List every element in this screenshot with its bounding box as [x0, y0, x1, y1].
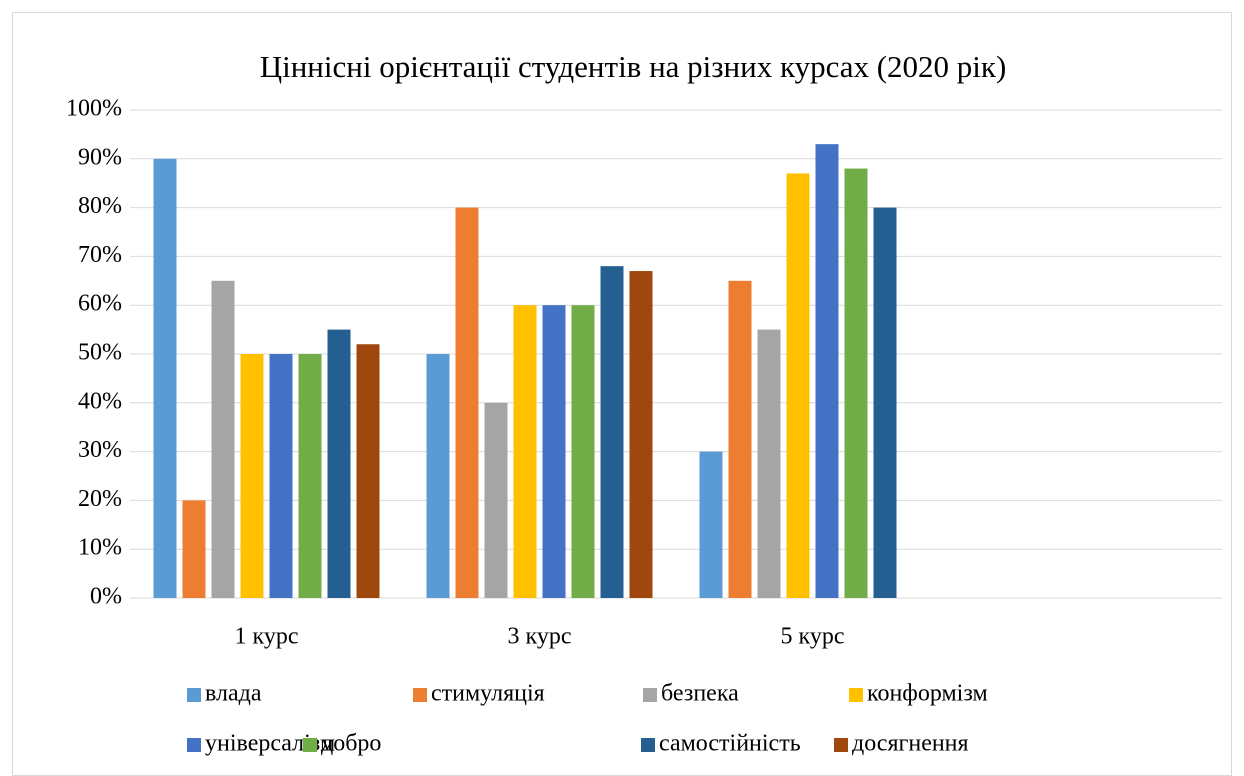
y-tick-label: 40% [78, 388, 122, 414]
legend-label: конформізм [867, 681, 988, 707]
bar [240, 354, 264, 598]
y-tick-label: 30% [78, 437, 122, 463]
bar [542, 305, 566, 598]
bar [327, 329, 351, 598]
bar [757, 329, 781, 598]
legend-swatch [849, 688, 863, 702]
legend-swatch [303, 738, 317, 752]
bar [211, 280, 235, 598]
y-tick-label: 60% [78, 291, 122, 317]
bar [356, 344, 380, 598]
bar [484, 402, 508, 598]
bar [873, 207, 897, 598]
legend-label: влада [205, 681, 262, 707]
legend-swatch [413, 688, 427, 702]
legend-label: безпека [661, 681, 739, 707]
bar [728, 280, 752, 598]
bar [153, 158, 177, 599]
y-tick-label: 10% [78, 535, 122, 561]
bar [426, 354, 450, 598]
bar [629, 271, 653, 598]
y-tick-label: 80% [78, 193, 122, 219]
y-tick-label: 70% [78, 242, 122, 268]
bar [455, 207, 479, 598]
bar [600, 266, 624, 598]
y-tick-label: 50% [78, 340, 122, 366]
legend-swatch [643, 688, 657, 702]
bar [571, 305, 595, 598]
y-tick-label: 20% [78, 486, 122, 512]
legend-swatch [187, 738, 201, 752]
bar [786, 173, 810, 598]
bar [182, 500, 206, 598]
legend-swatch [834, 738, 848, 752]
legend-label: добро [321, 731, 381, 757]
x-tick-label: 1 курс [235, 624, 299, 650]
chart-title: Ціннісні орієнтації студентів на різних … [260, 49, 1007, 84]
x-tick-label: 5 курс [781, 624, 845, 650]
bar [269, 354, 293, 598]
bar [699, 451, 723, 598]
y-tick-label: 0% [90, 584, 122, 610]
legend-label: досягнення [852, 731, 969, 757]
legend-label: стимуляція [431, 681, 545, 707]
bar [815, 144, 839, 598]
y-tick-label: 90% [78, 144, 122, 170]
bar [513, 305, 537, 598]
legend-label: самостійність [659, 731, 801, 757]
x-tick-label: 3 курс [508, 624, 572, 650]
legend-swatch [187, 688, 201, 702]
legend-swatch [641, 738, 655, 752]
y-tick-label: 100% [66, 96, 122, 122]
bar [844, 168, 868, 598]
bar [298, 354, 322, 598]
